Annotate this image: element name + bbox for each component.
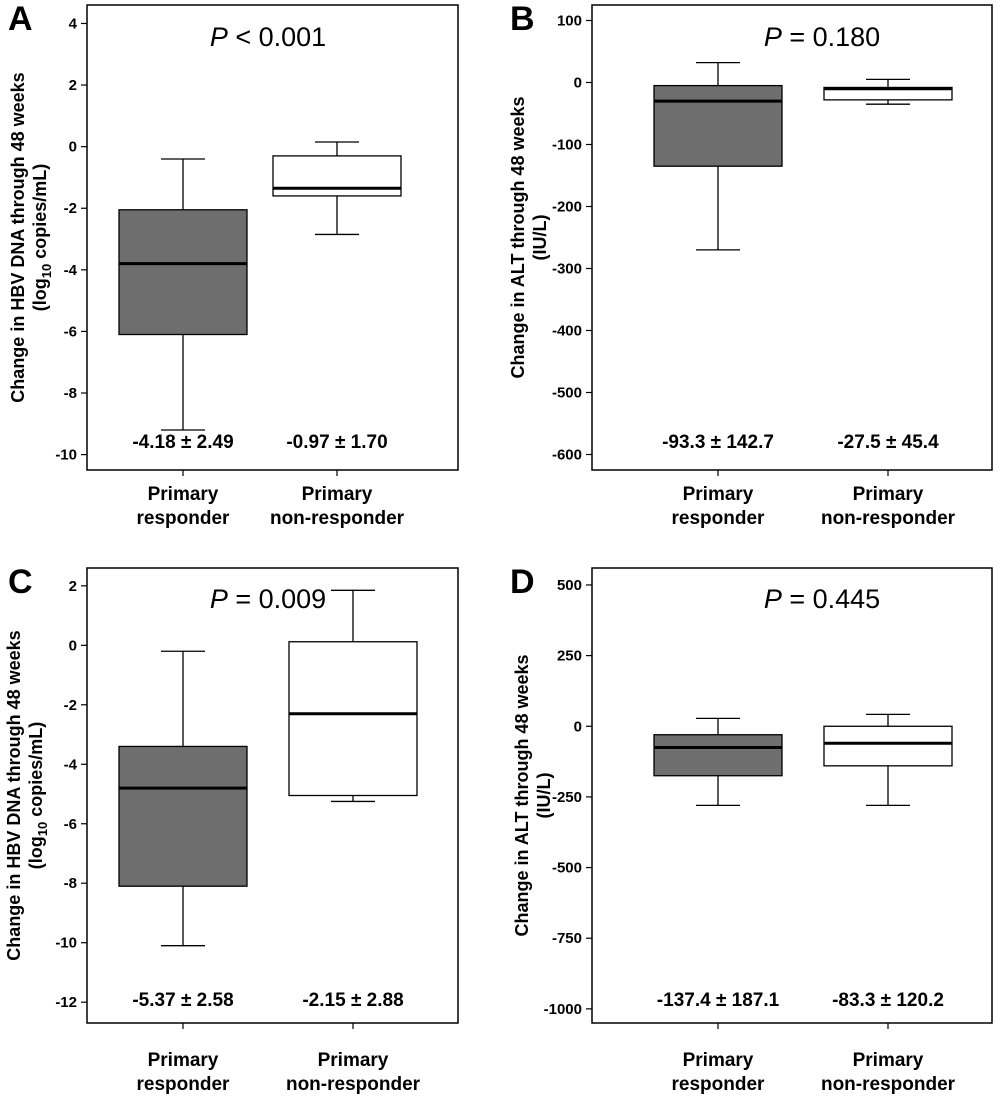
y-tick-label: -400 — [552, 323, 582, 340]
category-label-line1: Primary — [853, 484, 924, 505]
y-tick-label: 0 — [69, 637, 77, 654]
iqr-box — [118, 209, 248, 336]
panel-letter: D — [510, 563, 535, 601]
y-axis-label: Change in HBV DNA through 48 weeks — [8, 72, 28, 402]
y-tick-label: 2 — [69, 578, 77, 595]
box-non-responder: -2.15 ± 2.88 — [288, 589, 418, 1029]
y-tick-label: -2 — [64, 200, 77, 217]
p-value-label: P = 0.009 — [210, 584, 326, 614]
category-label-line1: Primary — [683, 484, 754, 505]
category-label-line2: responder — [672, 508, 766, 529]
y-tick-label: 4 — [69, 15, 78, 32]
category-label-line2: non-responder — [286, 1074, 421, 1095]
chart-panel-b: B 100 0 -100 -200 -300 -400 -500 -600 Change in A… — [508, 0, 993, 529]
y-tick-label: -500 — [552, 860, 582, 877]
category-label-line1: Primary — [302, 484, 373, 505]
mean-sd-label: -93.3 ± 142.7 — [662, 432, 774, 453]
mean-sd-label: -27.5 ± 45.4 — [837, 432, 939, 453]
plot-frame — [591, 4, 993, 471]
iqr-box — [823, 725, 953, 767]
y-tick-label: -8 — [64, 385, 77, 402]
y-tick-label: 100 — [557, 13, 582, 30]
category-label-line2: non-responder — [821, 508, 956, 529]
y-tick-label: 250 — [557, 648, 582, 665]
y-tick-label: -200 — [552, 199, 582, 216]
y-tick-label: 2 — [69, 77, 77, 94]
box-responder: -4.18 ± 2.49 — [118, 158, 248, 476]
mean-sd-label: -4.18 ± 2.49 — [132, 432, 233, 453]
panel-letter: A — [8, 0, 33, 38]
y-tick-label: -300 — [552, 261, 582, 278]
category-label-line1: Primary — [683, 1050, 754, 1071]
box-responder: -5.37 ± 2.58 — [118, 650, 248, 1029]
y-tick-label: -10 — [55, 447, 77, 464]
p-value-label: P < 0.001 — [210, 22, 326, 52]
category-label-line2: non-responder — [270, 508, 405, 529]
chart-panel-d: D 500 250 0 -250 -500 -750 -1000 Change in ALT t… — [510, 563, 993, 1095]
iqr-box — [653, 84, 783, 167]
box-responder: -137.4 ± 187.1 — [653, 717, 783, 1029]
box-non-responder: -83.3 ± 120.2 — [823, 713, 953, 1029]
mean-sd-label: -2.15 ± 2.88 — [302, 990, 403, 1011]
y-axis-label: Change in HBV DNA through 48 weeks — [4, 630, 24, 960]
panel-letter: C — [8, 563, 33, 601]
chart-panel-c: C 2 0 -2 -4 -6 -8 -10 -12 Change in HBV DNA throu… — [4, 563, 459, 1095]
box-responder: -93.3 ± 142.7 — [653, 62, 783, 476]
plot-frame — [591, 567, 993, 1024]
y-axis-unit: (log10 copies/mL) — [30, 164, 54, 312]
y-tick-label: 0 — [574, 718, 582, 735]
y-tick-label: -6 — [64, 323, 77, 340]
y-axis-unit: (IU/L) — [530, 215, 550, 261]
mean-sd-label: -0.97 ± 1.70 — [286, 432, 387, 453]
y-tick-label: -12 — [55, 994, 77, 1011]
y-tick-label: -10 — [55, 935, 77, 952]
y-tick-label: 500 — [557, 577, 582, 594]
plot-frame — [86, 567, 459, 1024]
iqr-box — [272, 155, 402, 197]
y-tick-label: -600 — [552, 447, 582, 464]
mean-sd-label: -83.3 ± 120.2 — [832, 990, 944, 1011]
y-tick-label: -4 — [64, 262, 78, 279]
category-label-line2: responder — [137, 1074, 231, 1095]
category-label-line1: Primary — [853, 1050, 924, 1071]
box-non-responder: -0.97 ± 1.70 — [272, 141, 402, 476]
category-label-line1: Primary — [148, 484, 219, 505]
y-tick-label: -500 — [552, 385, 582, 402]
iqr-box — [288, 641, 418, 797]
y-tick-label: -750 — [552, 930, 582, 947]
box-non-responder: -27.5 ± 45.4 — [823, 78, 953, 476]
y-tick-label: -4 — [64, 756, 78, 773]
category-label-line2: responder — [137, 508, 231, 529]
p-value-label: P = 0.180 — [764, 22, 880, 52]
category-label-line1: Primary — [148, 1050, 219, 1071]
y-tick-label: -8 — [64, 875, 77, 892]
panel-letter: B — [510, 0, 535, 38]
category-label-line2: non-responder — [821, 1074, 956, 1095]
y-tick-label: -6 — [64, 816, 77, 833]
y-tick-label: -2 — [64, 697, 77, 714]
iqr-box — [118, 745, 248, 887]
y-tick-label: -100 — [552, 137, 582, 154]
p-value-label: P = 0.445 — [764, 584, 880, 614]
y-axis-label: Change in ALT through 48 weeks — [508, 96, 528, 378]
mean-sd-label: -137.4 ± 187.1 — [657, 990, 780, 1011]
iqr-box — [653, 734, 783, 777]
plot-frame — [86, 4, 459, 471]
y-axis-unit: (log10 copies/mL) — [26, 722, 50, 870]
y-tick-label: -1000 — [544, 1001, 582, 1018]
y-tick-label: 0 — [574, 75, 582, 92]
y-axis-unit: (IU/L) — [534, 773, 554, 819]
category-label-line1: Primary — [318, 1050, 389, 1071]
y-tick-label: -250 — [552, 789, 582, 806]
y-axis-label: Change in ALT through 48 weeks — [512, 654, 532, 936]
chart-panel-a: A 4 2 0 -2 -4 -6 -8 -10 Change in HBV DNA through… — [8, 0, 459, 529]
y-tick-label: 0 — [69, 139, 77, 156]
category-label-line2: responder — [672, 1074, 766, 1095]
mean-sd-label: -5.37 ± 2.58 — [132, 990, 233, 1011]
